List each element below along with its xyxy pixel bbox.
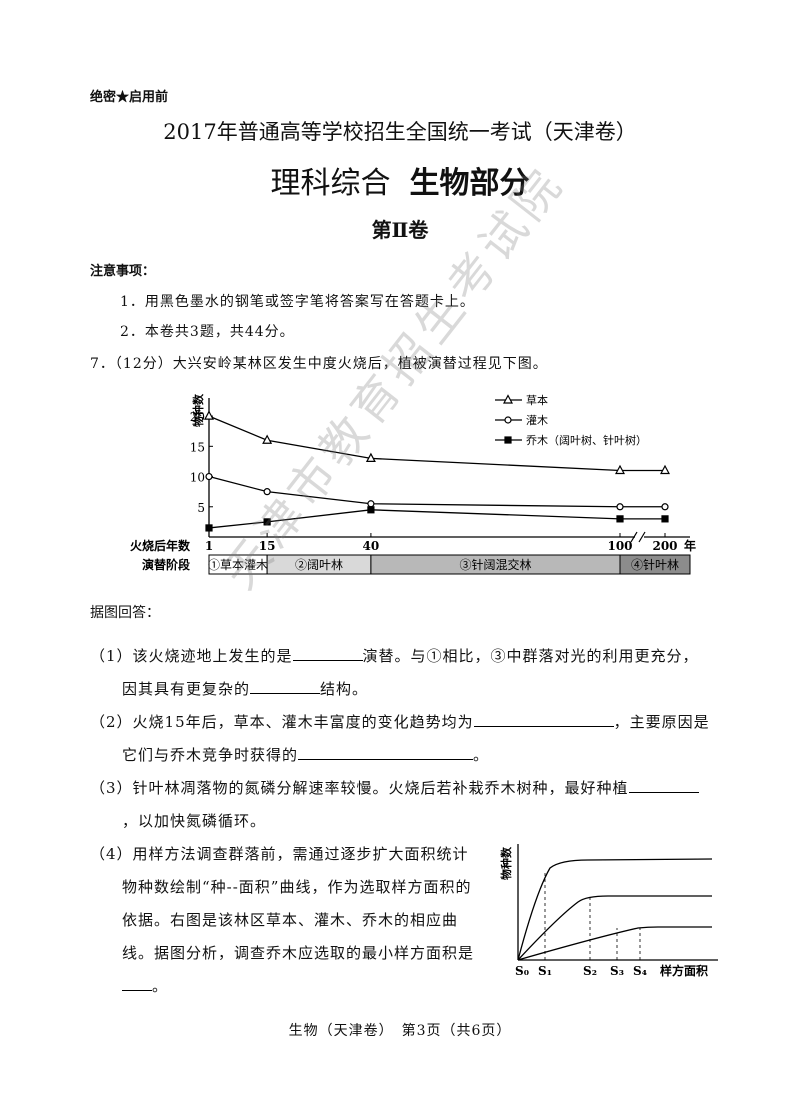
answer-blank xyxy=(473,710,614,727)
question-prompt: 据图回答： xyxy=(90,605,160,621)
point xyxy=(615,464,625,475)
y-tick-label: 15 xyxy=(190,440,205,454)
x-tick-label: S₀ xyxy=(515,964,529,978)
stage-name: ①草本灌木 xyxy=(208,558,268,572)
legend-label: 灌木 xyxy=(526,414,548,427)
point xyxy=(365,452,376,463)
question-text: 。 xyxy=(152,977,169,995)
y-axis-label: 物种数 xyxy=(499,846,513,880)
point xyxy=(203,410,215,420)
point xyxy=(263,518,271,526)
question-text: ，以加快氮磷循环。 xyxy=(122,812,267,830)
question-stem: 7．（12分）大兴安岭某林区发生中度火烧后，植被演替过程见下图。 xyxy=(90,356,548,372)
x-axis-label: 样方面积 xyxy=(660,963,708,978)
point xyxy=(263,488,271,496)
answer-blank xyxy=(122,974,152,991)
stage-name: ②阔叶林 xyxy=(295,558,343,572)
point xyxy=(205,524,213,532)
answer-blank xyxy=(250,677,321,694)
point xyxy=(616,503,624,511)
subject: 理科综合 xyxy=(270,166,391,201)
question-text: （3）针叶林凋落物的氮磷分解速率较慢。火烧后若补栽乔木树种，最好种植 xyxy=(90,779,629,797)
x-tick-label: 100 xyxy=(607,539,632,553)
sub-question: （3）针叶林凋落物的氮磷分解速率较慢。火烧后若补栽乔木树种，最好种植 ，以加快氮磷… xyxy=(90,772,710,838)
point xyxy=(205,472,213,481)
axis-break xyxy=(630,531,638,543)
x-tick-label: S₄ xyxy=(633,964,647,978)
part: 生物部分 xyxy=(409,166,530,201)
x-tick-label: 15 xyxy=(259,539,276,553)
point xyxy=(262,434,273,444)
notes-title: 注意事项： xyxy=(90,264,156,279)
species-area-chart: S₀ S₁ S₂ S₃ S₄ 样方面积 物种数 xyxy=(499,844,718,978)
x-tick-label: 1 xyxy=(205,539,213,553)
footer: 生物（天津卷） 第3页（共6页） xyxy=(288,1023,512,1039)
legend-marker xyxy=(503,394,513,404)
tree-curve xyxy=(517,926,712,961)
note-item: 2．本卷共3题，共44分。 xyxy=(120,324,295,340)
point xyxy=(661,503,669,511)
y-tick-label: 10 xyxy=(190,471,205,485)
x-tick-label: 40 xyxy=(363,539,380,553)
point xyxy=(661,515,669,523)
axis-break xyxy=(638,531,646,543)
question-text: （4）用样方法调查群落前，需通过逐步扩大面积统计物种数绘制“种--面积”曲线，作… xyxy=(90,845,475,962)
answer-blank xyxy=(298,743,474,760)
question-text: 。 xyxy=(473,746,490,764)
x-tick-label: S₁ xyxy=(538,964,552,978)
sub-question: （1）该火烧迹地上发生的是 演替。与①相比，③中群落对光的利用更充分，因其具有更复… xyxy=(90,640,710,706)
shrub-curve xyxy=(517,895,712,961)
exam-title: 2017年普通高等学校招生全国统一考试（天津卷） xyxy=(163,120,637,144)
sub-question: （2）火烧15年后，草本、灌木丰富度的变化趋势均为 ，主要原因是它们与乔木竞争时获… xyxy=(90,706,710,772)
question-text: （2）火烧15年后，草本、灌木丰富度的变化趋势均为 xyxy=(90,713,474,731)
secret-mark: 绝密★启用前 xyxy=(90,90,169,105)
herb-curve xyxy=(517,858,713,961)
sub-question: （4）用样方法调查群落前，需通过逐步扩大面积统计物种数绘制“种--面积”曲线，作… xyxy=(90,838,480,1003)
question-text: （1）该火烧迹地上发生的是 xyxy=(90,647,293,665)
x-axis-label: 火烧后年数 xyxy=(130,538,191,553)
stage-box xyxy=(619,554,691,575)
legend-label: 乔木（阔叶树、针叶树） xyxy=(526,433,647,447)
x-unit: 年 xyxy=(684,538,696,553)
point xyxy=(367,506,375,514)
stage-name: ③针阔混交林 xyxy=(459,557,531,572)
y-axis-label: 物种数 xyxy=(191,393,205,427)
answer-blank xyxy=(628,776,699,793)
subject-line: 理科综合 生物部分 xyxy=(0,158,800,202)
x-tick-label: S₂ xyxy=(583,964,597,978)
point xyxy=(616,515,624,523)
volume: 第Ⅱ卷 xyxy=(371,218,429,242)
legend-label: 草本 xyxy=(526,393,548,407)
note-item: 1．用黑色墨水的钢笔或签字笔将答案写在答题卡上。 xyxy=(120,294,475,310)
y-tick-label: 20 xyxy=(190,410,205,424)
point xyxy=(660,464,670,475)
point xyxy=(367,500,375,508)
question-text: ，主要原因是它们与乔木竞争时获得的 xyxy=(122,713,710,764)
stage-name: ④针叶林 xyxy=(631,557,679,572)
x-tick-label: 200 xyxy=(652,539,677,553)
legend-marker xyxy=(504,436,512,444)
answer-blank xyxy=(292,644,363,661)
x-tick-label: S₃ xyxy=(610,964,624,978)
question-text: 结构。 xyxy=(320,680,369,698)
y-tick-label: 5 xyxy=(197,501,205,515)
stage-label: 演替阶段 xyxy=(142,557,191,572)
legend-marker xyxy=(504,416,512,424)
question-text: 演替。与①相比，③中群落对光的利用更充分，因其具有更复杂的 xyxy=(122,647,699,698)
